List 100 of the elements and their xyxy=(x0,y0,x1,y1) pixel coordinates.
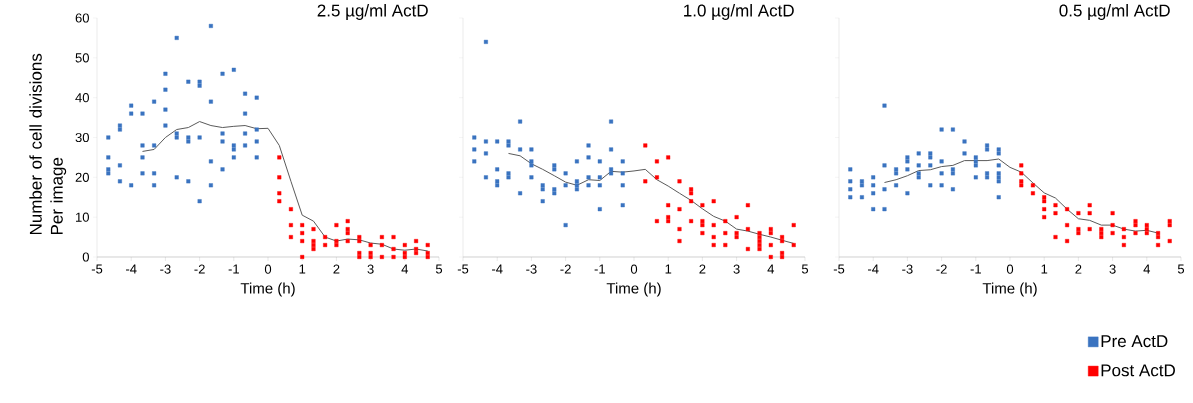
point xyxy=(928,183,933,188)
point xyxy=(950,171,955,176)
point xyxy=(288,235,293,240)
point xyxy=(1121,235,1126,240)
point xyxy=(163,107,168,112)
point xyxy=(973,155,978,160)
point xyxy=(1133,231,1138,236)
point xyxy=(894,171,899,176)
x-axis-title: Time (h) xyxy=(240,282,295,297)
point xyxy=(277,155,282,160)
x-tick-label: 5 xyxy=(1177,264,1185,274)
point xyxy=(483,151,488,156)
point xyxy=(882,207,887,212)
point xyxy=(174,35,179,40)
point xyxy=(1099,227,1104,232)
point xyxy=(357,239,362,244)
point xyxy=(973,175,978,180)
point xyxy=(254,95,259,100)
point xyxy=(643,143,648,148)
point xyxy=(1065,207,1070,212)
point xyxy=(1121,243,1126,248)
x-tick-label: 5 xyxy=(435,264,443,274)
point xyxy=(208,183,213,188)
point xyxy=(780,235,785,240)
point xyxy=(1076,227,1081,232)
point xyxy=(905,191,910,196)
point xyxy=(723,231,728,236)
point xyxy=(311,243,316,248)
point xyxy=(597,159,602,164)
point xyxy=(905,155,910,160)
x-tick-label: -1 xyxy=(228,264,239,274)
point xyxy=(518,119,523,124)
legend-label: Pre ActD xyxy=(1101,335,1168,348)
point xyxy=(791,223,796,228)
point xyxy=(552,187,557,192)
y-tick-label: 20 xyxy=(75,172,89,182)
point xyxy=(220,139,225,144)
point xyxy=(1042,207,1047,212)
point xyxy=(425,251,430,255)
point xyxy=(1087,227,1092,232)
point xyxy=(402,251,407,255)
point xyxy=(243,91,248,96)
point xyxy=(425,243,430,248)
point xyxy=(1099,235,1104,240)
point xyxy=(894,183,899,188)
point xyxy=(1110,211,1115,216)
point xyxy=(711,243,716,248)
point xyxy=(939,127,944,132)
point xyxy=(495,179,500,184)
point xyxy=(871,191,876,196)
point xyxy=(745,247,750,252)
point xyxy=(734,215,739,220)
point xyxy=(757,243,762,248)
point xyxy=(1110,231,1115,236)
point xyxy=(996,163,1001,168)
point xyxy=(300,239,305,244)
point xyxy=(757,247,762,252)
point xyxy=(197,135,202,140)
point xyxy=(597,175,602,180)
point xyxy=(574,179,579,184)
point xyxy=(106,171,111,176)
point xyxy=(391,247,396,252)
point xyxy=(563,183,568,188)
point xyxy=(174,175,179,180)
x-tick-label: 1 xyxy=(299,264,306,274)
point xyxy=(745,203,750,208)
point xyxy=(757,231,762,236)
point xyxy=(129,111,134,116)
x-tick-label: -2 xyxy=(194,264,205,274)
y-tick-label: 50 xyxy=(75,53,89,63)
chart-title: 1.0 µg/ml ActD xyxy=(684,4,794,20)
point xyxy=(1087,203,1092,208)
point xyxy=(563,171,568,176)
point xyxy=(129,183,134,188)
x-tick-label: -5 xyxy=(91,264,103,274)
point xyxy=(1065,239,1070,244)
point xyxy=(357,235,362,240)
x-tick-label: 0 xyxy=(1006,264,1014,274)
point xyxy=(277,191,282,196)
point xyxy=(208,99,213,104)
point xyxy=(871,175,876,180)
point xyxy=(117,163,122,168)
point xyxy=(848,167,853,172)
point xyxy=(106,155,111,160)
point xyxy=(666,219,671,224)
point xyxy=(609,147,614,152)
point xyxy=(757,235,762,240)
point xyxy=(586,175,591,180)
point xyxy=(1042,215,1047,220)
x-axis-title: Time (h) xyxy=(606,282,661,297)
point xyxy=(231,67,236,72)
point xyxy=(871,207,876,212)
point xyxy=(345,219,350,224)
point xyxy=(905,167,910,172)
x-tick-label: -4 xyxy=(126,264,137,274)
point xyxy=(1133,219,1138,224)
point xyxy=(197,199,202,204)
point xyxy=(174,131,179,136)
x-tick-label: 0 xyxy=(630,264,638,274)
point xyxy=(140,111,145,116)
